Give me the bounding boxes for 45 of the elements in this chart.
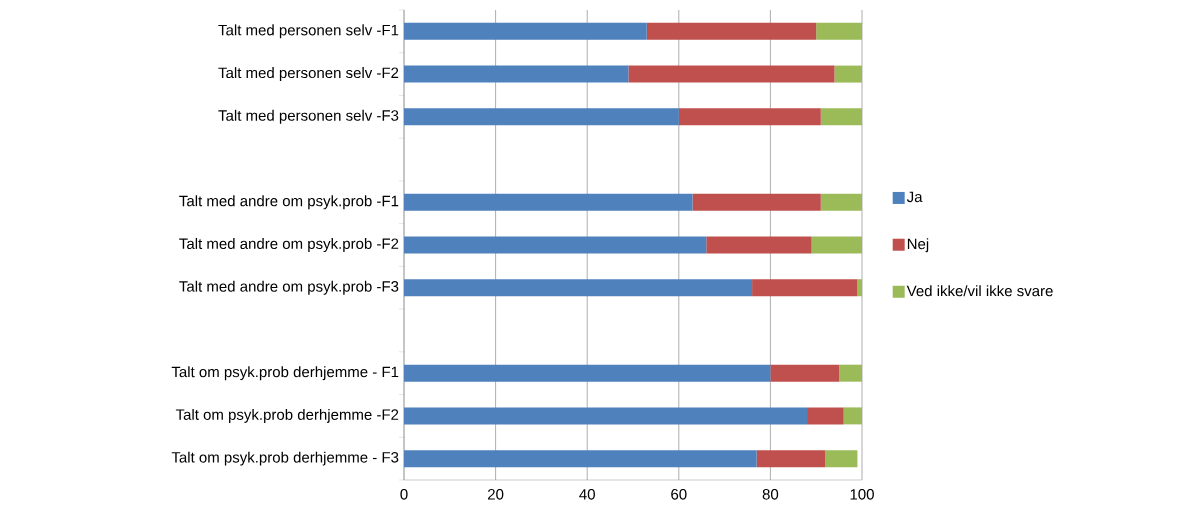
bar [816,22,862,40]
bar [839,364,862,382]
bar [404,108,679,126]
bar [834,65,862,83]
y-tick-label: Talt om psyk.prob derhjemme -F2 [175,408,399,423]
bar [404,364,771,382]
bar [706,236,812,254]
y-tick-label: Talt med andre om psyk.prob -F1 [179,195,399,210]
bar [678,108,821,126]
bar [811,236,862,254]
bar [857,279,862,297]
bar [692,193,821,211]
bar [628,65,835,83]
y-tick-label: Talt med personen selv -F3 [218,109,399,124]
x-tick-label: 20 [488,489,504,500]
x-tick-label: 40 [579,489,595,500]
x-tick-label: 0 [400,489,408,500]
bar [825,450,858,468]
bar [404,236,707,254]
bar [404,407,808,425]
legend-label: Ja [906,191,923,203]
bar [752,279,858,297]
bar [404,279,753,297]
bar [756,450,826,468]
bar [404,65,629,83]
x-tick-label: 80 [762,489,779,500]
bar [843,407,862,425]
bar [404,450,757,468]
bar [820,193,862,211]
bar [820,108,862,126]
bar [404,193,693,211]
y-tick-label: Talt med personen selv -F2 [218,67,399,82]
y-tick-label: Talt med andre om psyk.prob -F2 [179,238,399,252]
bar [807,407,844,425]
y-tick-label: Talt med andre om psyk.prob -F3 [179,280,399,295]
x-tick-label: 100 [850,489,874,500]
bar [770,364,840,382]
legend-label: Nej [907,238,929,253]
bar [404,22,647,40]
y-tick-label: Talt med personen selv -F1 [218,24,399,39]
y-tick-label: Talt om psyk.prob derhjemme - F1 [171,366,399,381]
bar [646,22,817,40]
y-tick-label: Talt om psyk.prob derhjemme - F3 [171,451,399,466]
legend-label: Ved ikke/vil ikke svare [906,285,1053,297]
x-tick-label: 60 [671,489,687,500]
